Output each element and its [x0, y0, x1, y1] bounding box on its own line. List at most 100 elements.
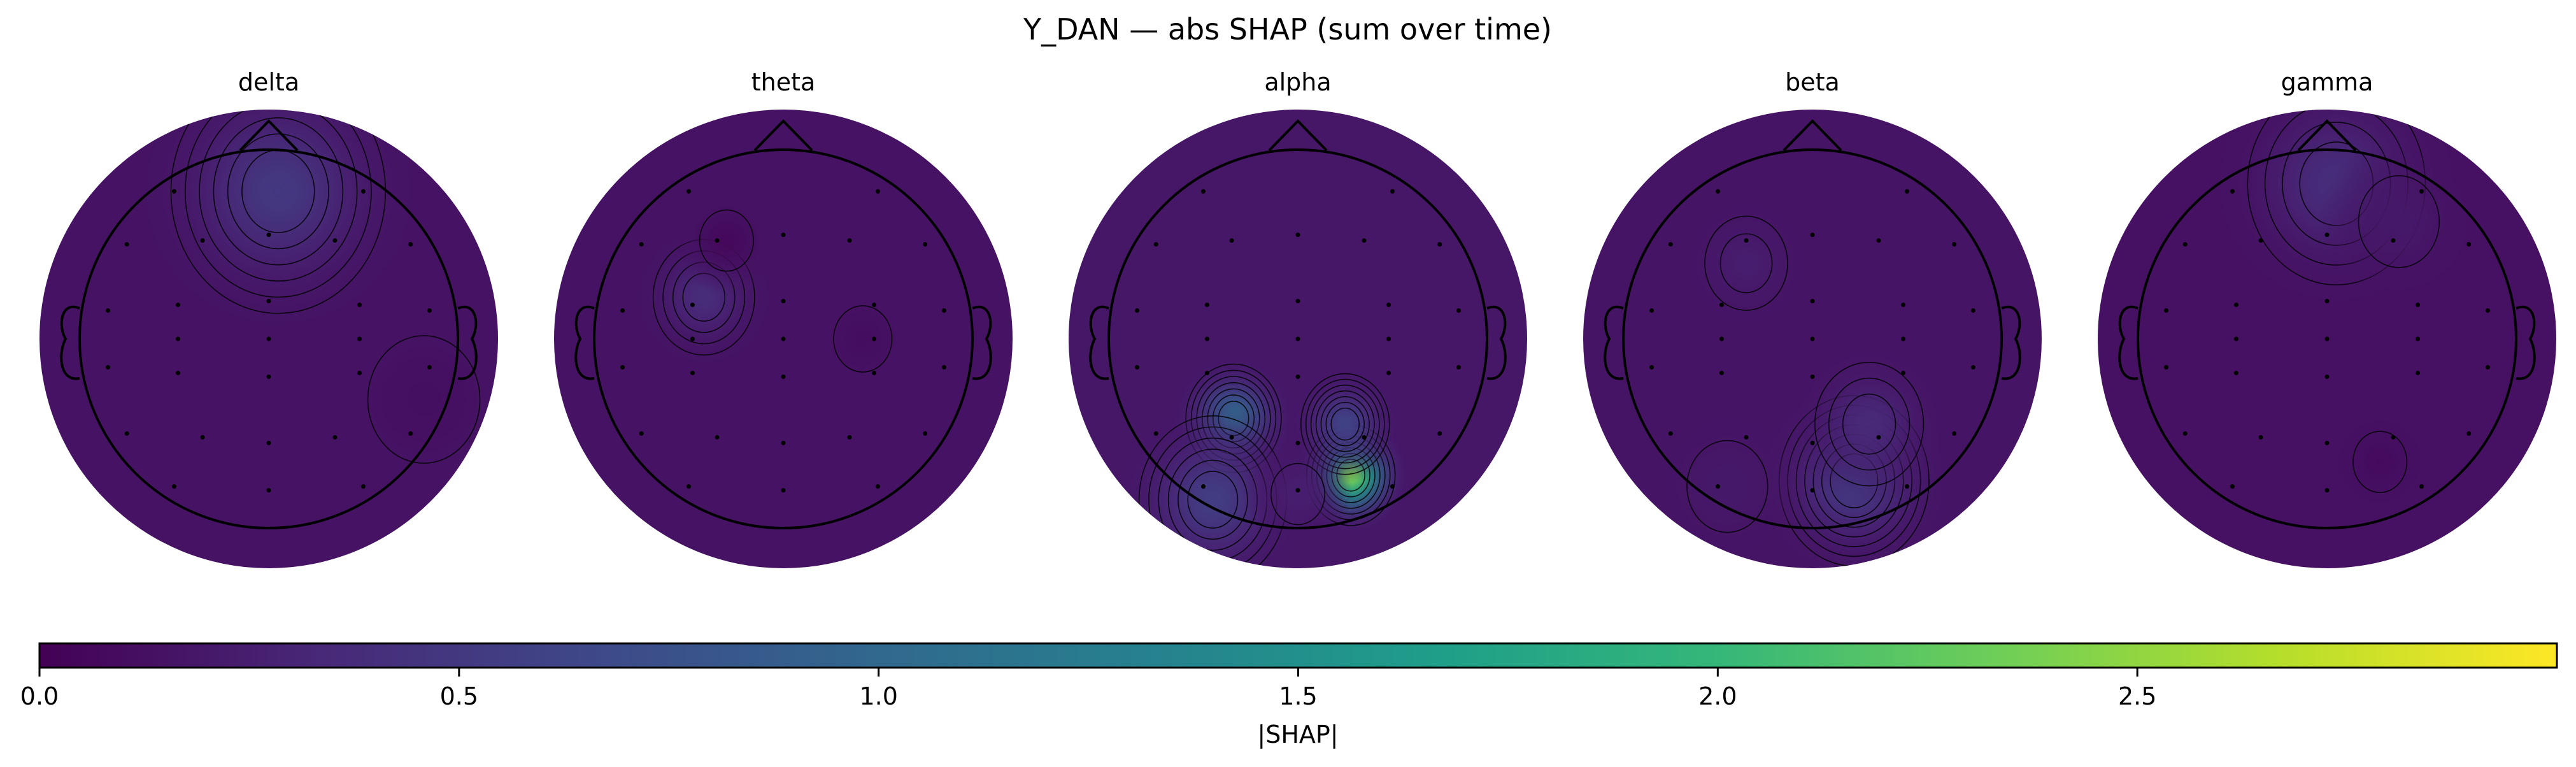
electrode-marker — [847, 434, 852, 440]
electrode-marker — [124, 431, 129, 436]
electrode-marker — [1810, 488, 1815, 493]
contour-line — [2358, 175, 2440, 268]
head-circle — [2137, 148, 2517, 529]
contour-line — [1686, 440, 1768, 533]
hotspot-right-prefrontal — [2317, 140, 2481, 304]
electrode-marker — [1970, 365, 1975, 370]
electrode-marker — [2258, 434, 2263, 440]
contour-line — [1325, 401, 1365, 447]
electrode-marker — [2324, 488, 2330, 493]
electrode-marker — [1295, 233, 1300, 238]
electrode-marker — [2324, 336, 2330, 341]
electrode-marker — [876, 189, 880, 194]
hotspot-right-parietal — [1787, 342, 1951, 506]
head-circle — [1107, 148, 1488, 529]
hotspot-midline-occipital — [1243, 440, 1353, 549]
colorbar-tick-label: 2.0 — [1698, 682, 1737, 710]
electrode-marker — [2466, 431, 2472, 436]
contour-line — [1828, 377, 1911, 471]
electrode-marker — [1386, 303, 1391, 308]
electrode-marker — [2485, 308, 2490, 313]
right-ear — [972, 305, 992, 380]
electrode-marker — [2182, 431, 2188, 436]
electrode-marker — [1744, 434, 1749, 440]
electrode-marker — [781, 233, 786, 238]
electrode-marker — [1386, 370, 1391, 375]
panel-title-gamma: gamma — [2281, 68, 2373, 96]
electrode-marker — [690, 303, 695, 308]
contour-line — [367, 335, 481, 464]
electrode-marker — [175, 370, 180, 375]
electrode-marker — [941, 365, 946, 370]
contour-line — [833, 305, 893, 373]
electrode-marker — [1649, 308, 1654, 313]
electrode-marker — [2419, 189, 2424, 194]
colorbar-tick-label: 1.5 — [1279, 682, 1317, 710]
head-outline — [2118, 119, 2536, 529]
electrode-marker — [1810, 374, 1815, 379]
colorbar-label: |SHAP| — [1257, 720, 1338, 749]
electrode-marker — [872, 303, 877, 308]
electrode-marker — [1901, 303, 1906, 308]
electrode-marker — [781, 374, 786, 379]
electrode-marker — [1649, 365, 1654, 370]
electrode-marker — [172, 189, 176, 194]
left-ear — [60, 305, 80, 380]
contour-line — [227, 133, 329, 250]
electrode-marker — [106, 308, 111, 313]
electrode-marker — [357, 370, 362, 375]
electrode-marker — [1201, 189, 1206, 194]
electrode-marker — [715, 434, 720, 440]
electrode-marker — [781, 440, 786, 445]
colorbar-tick-label: 0.0 — [20, 682, 59, 710]
electrode-marker — [2230, 484, 2235, 489]
contour-line — [1270, 462, 1326, 526]
electrodes — [1135, 189, 1461, 493]
electrode-marker — [361, 189, 366, 194]
hotspots — [631, 186, 922, 398]
electrode-marker — [1905, 484, 1909, 489]
electrode-marker — [1135, 308, 1140, 313]
electrode-marker — [620, 308, 625, 313]
colorbar-tick-label: 2.5 — [2118, 682, 2156, 710]
electrode-marker — [2164, 365, 2169, 370]
electrode-marker — [1204, 370, 1209, 375]
electrode-marker — [1719, 336, 1724, 341]
electrode-marker — [266, 336, 271, 341]
electrode-marker — [1876, 238, 1881, 243]
electrode-marker — [1952, 431, 1957, 436]
electrode-marker — [1810, 440, 1815, 445]
electrode-marker — [2485, 365, 2490, 370]
electrode-marker — [1390, 189, 1395, 194]
electrode-marker — [1204, 336, 1209, 341]
electrode-marker — [2416, 303, 2421, 308]
contour-line — [1310, 384, 1380, 464]
contour-line — [1320, 396, 1370, 452]
electrode-marker — [1719, 303, 1724, 308]
contour-line — [1330, 407, 1360, 441]
electrode-marker — [1810, 233, 1815, 238]
electrode-marker — [1386, 336, 1391, 341]
electrode-marker — [1295, 374, 1300, 379]
figure-title: Y_DAN — abs SHAP (sum over time) — [1023, 12, 1552, 47]
electrode-marker — [2391, 238, 2396, 243]
electrode-marker — [1901, 336, 1906, 341]
electrode-marker — [1744, 238, 1749, 243]
electrode-marker — [1876, 434, 1881, 440]
contour-line — [199, 110, 358, 282]
electrode-marker — [847, 238, 852, 243]
electrode-marker — [2324, 374, 2330, 379]
topomap-panel-theta: theta — [554, 68, 1013, 568]
electrode-marker — [1901, 370, 1906, 375]
electrode-marker — [2233, 336, 2238, 341]
electrode-marker — [690, 370, 695, 375]
head-circle — [593, 148, 974, 529]
electrode-marker — [266, 440, 271, 445]
electrode-marker — [1716, 189, 1720, 194]
head-circle — [1622, 148, 2003, 529]
electrode-marker — [1362, 238, 1367, 243]
electrodes — [620, 189, 946, 493]
electrode-marker — [1295, 488, 1300, 493]
head-outline — [1604, 119, 2021, 529]
